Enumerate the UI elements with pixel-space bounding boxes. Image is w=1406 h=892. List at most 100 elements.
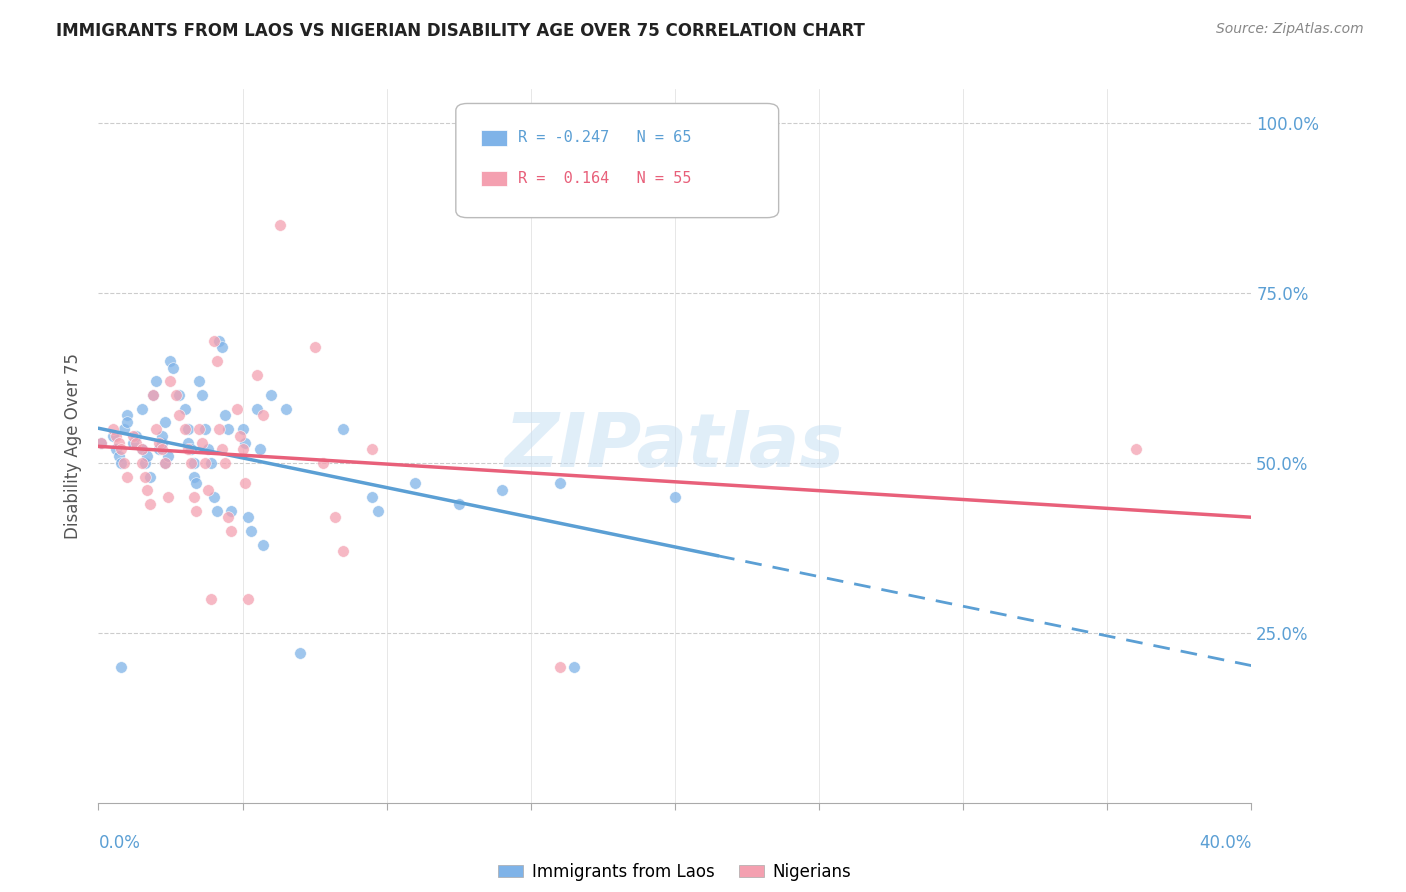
- Point: [112, 456, 135, 470]
- Point: [208, 334, 231, 348]
- Point: [156, 490, 179, 504]
- Point: [290, 646, 312, 660]
- Point: [101, 429, 124, 443]
- Legend: Immigrants from Laos, Nigerians: Immigrants from Laos, Nigerians: [492, 856, 858, 888]
- Point: [269, 218, 291, 232]
- Point: [139, 497, 162, 511]
- Text: IMMIGRANTS FROM LAOS VS NIGERIAN DISABILITY AGE OVER 75 CORRELATION CHART: IMMIGRANTS FROM LAOS VS NIGERIAN DISABIL…: [56, 22, 865, 40]
- Point: [125, 429, 148, 443]
- Text: Source: ZipAtlas.com: Source: ZipAtlas.com: [1216, 22, 1364, 37]
- FancyBboxPatch shape: [481, 130, 506, 145]
- Point: [134, 469, 156, 483]
- Point: [150, 435, 173, 450]
- Text: ZIPatlas: ZIPatlas: [505, 409, 845, 483]
- Point: [112, 422, 135, 436]
- Point: [217, 510, 239, 524]
- Point: [228, 429, 250, 443]
- Point: [122, 429, 145, 443]
- Point: [208, 422, 231, 436]
- Point: [367, 503, 389, 517]
- Point: [183, 456, 205, 470]
- Point: [145, 375, 167, 389]
- Point: [186, 476, 208, 491]
- Point: [150, 442, 173, 457]
- Point: [186, 503, 208, 517]
- Point: [235, 476, 257, 491]
- Point: [110, 442, 132, 457]
- Point: [323, 510, 346, 524]
- Point: [153, 415, 176, 429]
- Point: [447, 497, 470, 511]
- Point: [225, 401, 247, 416]
- Point: [183, 490, 205, 504]
- Point: [332, 422, 354, 436]
- Point: [110, 660, 132, 674]
- Point: [136, 483, 159, 498]
- Point: [249, 442, 271, 457]
- Point: [145, 422, 167, 436]
- Point: [361, 442, 384, 457]
- Point: [274, 401, 297, 416]
- Point: [219, 503, 242, 517]
- Point: [174, 401, 197, 416]
- Point: [136, 449, 159, 463]
- Point: [252, 537, 274, 551]
- Point: [1125, 442, 1147, 457]
- Point: [217, 422, 239, 436]
- Point: [167, 409, 190, 423]
- Point: [148, 442, 170, 457]
- Point: [107, 435, 129, 450]
- Point: [231, 422, 254, 436]
- Point: [131, 442, 153, 457]
- Point: [150, 429, 173, 443]
- Point: [156, 449, 179, 463]
- Point: [188, 422, 211, 436]
- Point: [238, 591, 260, 606]
- Point: [180, 442, 202, 457]
- Point: [177, 435, 200, 450]
- Point: [131, 401, 153, 416]
- Text: R =  0.164   N = 55: R = 0.164 N = 55: [517, 171, 692, 186]
- Point: [165, 388, 187, 402]
- Point: [134, 456, 156, 470]
- Text: R = -0.247   N = 65: R = -0.247 N = 65: [517, 130, 692, 145]
- Point: [200, 456, 222, 470]
- Point: [205, 354, 228, 368]
- Point: [117, 409, 139, 423]
- Point: [142, 388, 165, 402]
- Point: [405, 476, 427, 491]
- Point: [104, 429, 127, 443]
- Y-axis label: Disability Age Over 75: Disability Age Over 75: [65, 353, 83, 539]
- Point: [148, 435, 170, 450]
- Point: [219, 524, 242, 538]
- Point: [332, 544, 354, 558]
- Point: [110, 456, 132, 470]
- Point: [214, 456, 236, 470]
- Point: [312, 456, 335, 470]
- Point: [180, 456, 202, 470]
- Point: [491, 483, 513, 498]
- Point: [174, 422, 197, 436]
- Point: [139, 469, 162, 483]
- Point: [214, 409, 236, 423]
- Point: [131, 442, 153, 457]
- Point: [252, 409, 274, 423]
- Point: [131, 456, 153, 470]
- Point: [205, 503, 228, 517]
- Point: [117, 415, 139, 429]
- Point: [211, 341, 233, 355]
- Point: [104, 442, 127, 457]
- Point: [211, 442, 233, 457]
- Point: [246, 368, 269, 382]
- Point: [191, 435, 214, 450]
- Point: [183, 469, 205, 483]
- Point: [548, 660, 571, 674]
- Point: [231, 442, 254, 457]
- Point: [153, 456, 176, 470]
- Text: 0.0%: 0.0%: [98, 834, 141, 852]
- Point: [191, 388, 214, 402]
- FancyBboxPatch shape: [481, 170, 506, 186]
- Point: [159, 375, 181, 389]
- Point: [167, 388, 190, 402]
- Point: [101, 422, 124, 436]
